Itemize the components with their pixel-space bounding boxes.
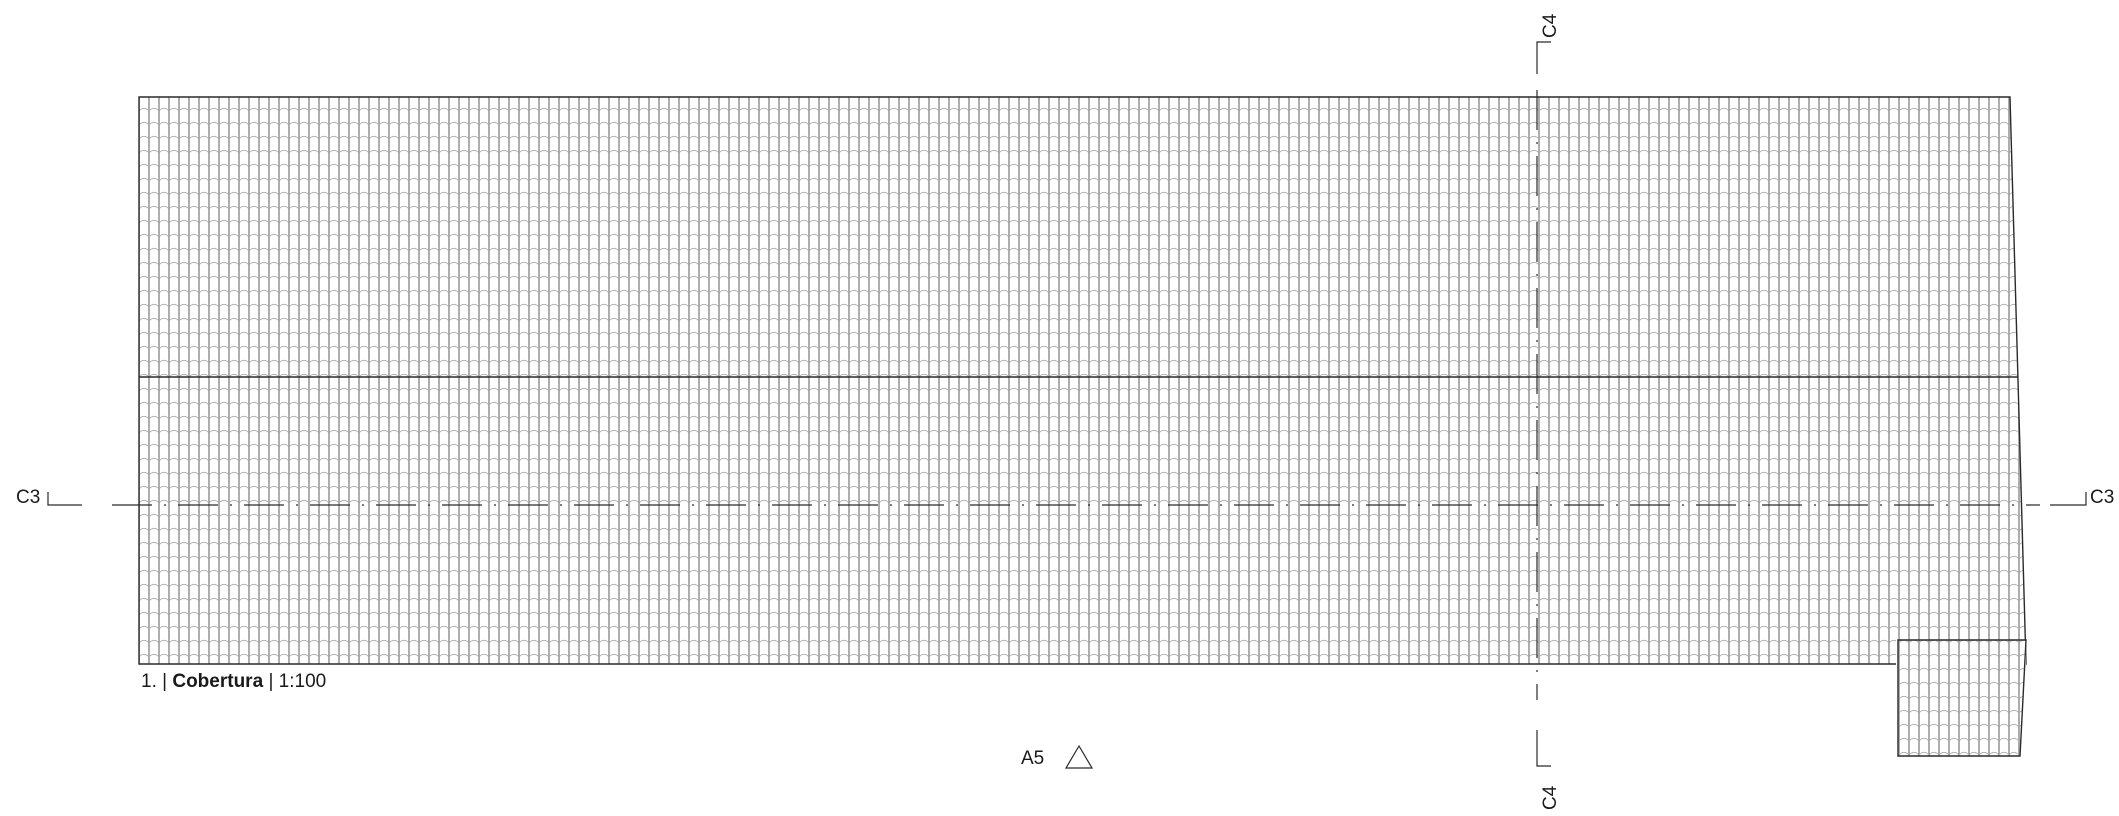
caption-separator-1: | <box>162 671 168 692</box>
section-label-c4-top: C4 <box>1540 13 1561 38</box>
caption-separator-2: | <box>268 671 274 692</box>
elevation-marker-a5: A5 <box>1021 744 1094 769</box>
annex-roof <box>1896 639 2027 757</box>
caption-scale: 1:100 <box>278 671 327 692</box>
elevation-label: A5 <box>1021 748 1044 769</box>
section-label-c3-right: C3 <box>2090 487 2114 508</box>
triangle-up-icon <box>1064 744 1094 769</box>
section-label-c4-bottom: C4 <box>1540 785 1561 810</box>
section-line-c3 <box>47 492 2087 506</box>
caption-title: Cobertura <box>172 671 264 692</box>
main-roof <box>138 96 2027 665</box>
section-label-c3-left: C3 <box>16 487 40 508</box>
caption-number: 1. <box>141 671 157 692</box>
drawing-caption: 1. | Cobertura | 1:100 <box>141 671 326 693</box>
section-line-c4 <box>1536 41 1551 767</box>
